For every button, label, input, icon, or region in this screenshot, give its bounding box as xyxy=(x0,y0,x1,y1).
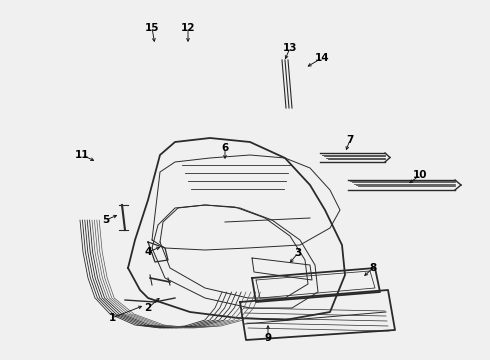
Text: 14: 14 xyxy=(315,53,329,63)
Text: 15: 15 xyxy=(145,23,159,33)
Text: 12: 12 xyxy=(181,23,195,33)
Text: 11: 11 xyxy=(75,150,89,160)
Text: 7: 7 xyxy=(346,135,354,145)
Text: 8: 8 xyxy=(369,263,377,273)
Text: 13: 13 xyxy=(283,43,297,53)
Text: 3: 3 xyxy=(294,248,302,258)
Text: 9: 9 xyxy=(265,333,271,343)
Text: 5: 5 xyxy=(102,215,110,225)
Text: 10: 10 xyxy=(413,170,427,180)
Text: 1: 1 xyxy=(108,313,116,323)
Text: 4: 4 xyxy=(145,247,152,257)
Text: 6: 6 xyxy=(221,143,229,153)
Text: 2: 2 xyxy=(145,303,151,313)
